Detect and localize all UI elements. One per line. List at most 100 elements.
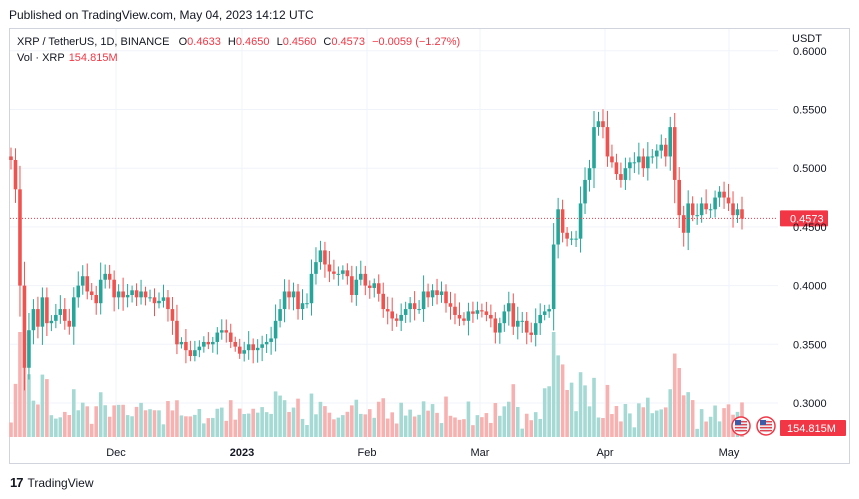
candle-body	[583, 179, 587, 204]
volume-bar	[287, 411, 291, 437]
candle-body	[430, 290, 435, 298]
candle-body	[704, 203, 708, 210]
volume-bar	[58, 417, 63, 437]
volume-bar	[94, 406, 99, 437]
candle-body	[417, 309, 421, 311]
volume-bar	[704, 421, 708, 437]
volume-bar	[551, 332, 556, 437]
volume-bar	[601, 417, 605, 437]
candle-body	[273, 320, 278, 339]
volume-bar	[699, 409, 704, 437]
volume-bar	[426, 410, 430, 437]
volume-bar	[323, 406, 327, 437]
candlesticks	[9, 109, 744, 391]
volume-bar	[36, 404, 40, 437]
volume-bar	[71, 389, 76, 437]
volume-bar	[506, 401, 511, 437]
candle-body	[708, 209, 713, 211]
candle-body	[668, 127, 673, 157]
candle-body	[637, 156, 641, 163]
chart-frame[interactable]	[9, 28, 850, 464]
candle-body	[228, 332, 233, 342]
volume-bar	[663, 407, 668, 437]
volume-bar	[224, 420, 229, 437]
candle-body	[605, 127, 610, 157]
candle-body	[601, 121, 605, 128]
volume-bar	[157, 410, 161, 437]
candle-body	[116, 291, 121, 298]
flag-canton	[735, 420, 741, 425]
x-tick-label: 2023	[230, 447, 254, 459]
candle-body	[350, 276, 354, 295]
y-tick-label: 0.6000	[793, 46, 827, 58]
volume-bar	[211, 417, 215, 437]
low-value: 0.4560	[282, 36, 317, 48]
candle-body	[80, 276, 85, 286]
volume-bar	[623, 404, 628, 437]
volume-bar	[219, 407, 224, 437]
y-tick-label: 0.3500	[793, 339, 827, 351]
volume-bar	[80, 402, 85, 437]
candle-body	[197, 346, 202, 351]
candle-body	[681, 215, 686, 233]
volume-bar	[103, 405, 107, 437]
candle-body	[112, 279, 116, 298]
candle-body	[354, 279, 359, 295]
candle-body	[107, 273, 112, 280]
volume-bar	[139, 402, 143, 437]
volume-bar	[336, 417, 341, 437]
volume-bar	[354, 399, 359, 437]
candle-body	[641, 156, 646, 169]
candle-body	[426, 291, 430, 298]
volume-bars	[9, 332, 744, 437]
volume-bar	[296, 398, 300, 437]
y-tick-label: 0.5500	[793, 105, 827, 117]
candle-body	[475, 310, 480, 314]
volume-bar	[363, 414, 368, 437]
candle-body	[592, 127, 596, 169]
volume-bar	[605, 384, 610, 437]
volume-bar	[255, 412, 260, 437]
candle-body	[511, 303, 516, 327]
volume-bar	[417, 414, 421, 437]
candle-body	[376, 283, 381, 294]
volume-bar	[13, 383, 18, 437]
tradingview-footer[interactable]: 17 TradingView	[10, 475, 94, 490]
volume-bar	[367, 409, 372, 437]
candle-body	[296, 291, 300, 310]
volume-bar	[121, 404, 125, 437]
volume-bar	[40, 374, 45, 437]
candle-body	[233, 341, 238, 347]
volume-bar	[547, 386, 551, 437]
volume-bar	[291, 407, 296, 437]
candle-body	[394, 318, 399, 321]
candle-body	[341, 270, 345, 274]
candle-body	[202, 341, 206, 347]
candle-body	[690, 203, 695, 216]
current-volume-tag	[780, 420, 846, 436]
candle-body	[560, 209, 565, 233]
volume-bar	[282, 400, 287, 437]
candle-body	[332, 271, 336, 274]
flag-stripe	[760, 427, 772, 429]
candle-body	[18, 189, 22, 286]
volume-bar	[686, 392, 690, 437]
y-tick-label: 0.5000	[793, 163, 827, 175]
x-tick-label: Apr	[596, 447, 613, 459]
volume-bar	[628, 413, 632, 437]
volume-bar	[646, 397, 650, 437]
candle-body	[462, 318, 466, 321]
candle-body	[565, 232, 569, 239]
volume-bar	[412, 416, 417, 437]
candle-body	[193, 350, 197, 357]
candle-body	[381, 293, 386, 310]
flag-stripe	[760, 430, 772, 432]
volume-bar	[350, 405, 354, 437]
volume-bar	[408, 409, 412, 437]
volume-bar	[376, 401, 381, 437]
volume-bar	[251, 408, 255, 437]
candle-body	[179, 341, 184, 345]
candle-body	[453, 306, 457, 315]
x-tick-label: Mar	[471, 447, 490, 459]
